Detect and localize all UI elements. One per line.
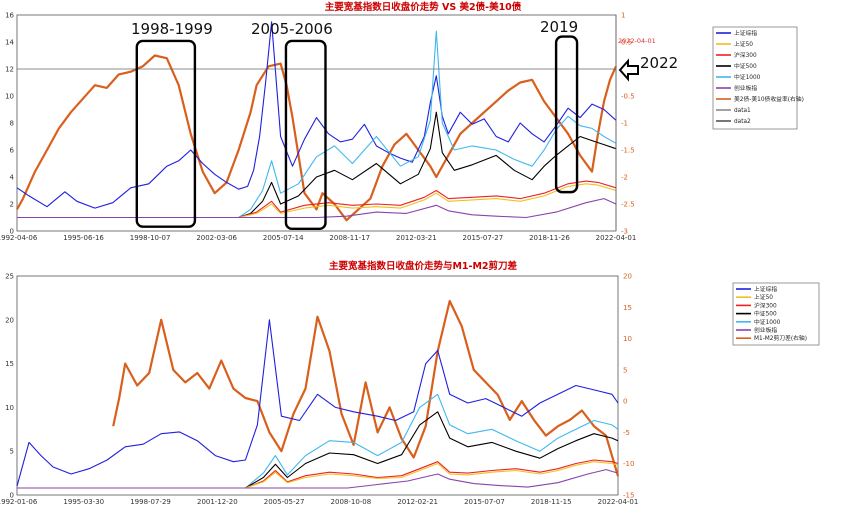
bottom-legend-label: 上证综指 <box>754 285 777 293</box>
top-xtick: 2002-03-06 <box>196 234 237 242</box>
top-xtick: 2012-03-21 <box>396 234 437 242</box>
annotation-box <box>554 35 579 194</box>
bottom-xtick: 1995-03-30 <box>63 498 104 506</box>
top-ytick-right: 1 <box>621 12 625 20</box>
top-xtick: 2015-07-27 <box>463 234 504 242</box>
top-ytick-right: -2.5 <box>621 201 635 209</box>
bottom-ytick-right: -15 <box>623 492 634 500</box>
top-ytick-right: -1.5 <box>621 147 635 155</box>
top-series-line <box>196 180 617 219</box>
bottom-legend-label: 创业板指 <box>754 326 777 334</box>
bottom-chart-title: 主要宽基指数日收盘价走势与M1-M2剪刀差 <box>329 260 518 272</box>
bottom-legend-label: 沪深300 <box>754 301 777 309</box>
bottom-xtick: 2022-04-01 <box>598 498 639 506</box>
annotation-label: 2019 <box>540 18 578 36</box>
bottom-chart: 主要宽基指数日收盘价走势与M1-M2剪刀差 0 5 10 15 20 25 20 15 10 5 0… <box>0 260 820 506</box>
top-ytick-right: -3 <box>621 228 628 236</box>
top-ytick-right: 0.5 <box>621 39 632 47</box>
top-xtick: 2018-11-26 <box>529 234 570 242</box>
top-xtick: 2022-04-01 <box>596 234 637 242</box>
reference-date-label: 2022-04-01 <box>618 37 656 45</box>
top-ytick-right: -2 <box>621 174 628 182</box>
top-ytick-left: 14 <box>5 39 14 47</box>
top-xtick: 1998-10-07 <box>130 234 171 242</box>
bottom-ytick-right: 0 <box>623 398 627 406</box>
top-series-line <box>16 21 617 209</box>
top-legend-label: 上证综指 <box>734 29 757 37</box>
bottom-series-line <box>215 411 619 489</box>
top-ytick-right: -1 <box>621 120 628 128</box>
top-xtick: 2005-07-14 <box>263 234 304 242</box>
bottom-ytick-left: 15 <box>5 360 14 368</box>
bottom-series-line <box>215 459 619 489</box>
annotation-box <box>135 39 197 228</box>
top-ytick-left: 10 <box>5 93 14 101</box>
top-chart: 主要宽基指数日收盘价走势 VS 美2债-美10债 0 2 4 6 8 10 12 14 16 1 0… <box>0 1 804 242</box>
bottom-legend-label: M1-M2剪刀差(右轴) <box>754 334 807 342</box>
top-plot-frame <box>16 14 617 232</box>
bottom-ytick-right: 5 <box>623 366 627 374</box>
bottom-ytick-left: 20 <box>5 316 14 324</box>
bottom-xtick: 2001-12-20 <box>197 498 238 506</box>
bottom-legend-label: 中证500 <box>754 310 777 318</box>
bottom-xtick: 2008-10-08 <box>331 498 372 506</box>
top-series-line <box>196 183 617 219</box>
top-ytick-left: 12 <box>5 66 14 74</box>
bottom-ytick-left: 5 <box>10 448 14 456</box>
top-legend-label: 上证50 <box>734 40 753 48</box>
bottom-ytick-right: -10 <box>623 460 634 468</box>
top-legend-label: 中证500 <box>734 62 757 70</box>
bottom-ytick-right: 15 <box>623 304 632 312</box>
top-ytick-left: 2 <box>10 201 14 209</box>
bottom-xtick: 1992-01-06 <box>0 498 38 506</box>
top-xtick: 2008-11-17 <box>329 234 370 242</box>
bottom-xtick: 2012-02-21 <box>397 498 438 506</box>
top-legend-label: 美2债-美10债收益率(右轴) <box>734 95 804 103</box>
bottom-legend-label: 中证1000 <box>754 318 781 326</box>
top-xtick: 1995-06-16 <box>63 234 104 242</box>
bottom-xtick: 1998-07-29 <box>130 498 171 506</box>
bottom-ytick-left: 0 <box>10 492 14 500</box>
top-ytick-left: 6 <box>10 147 15 155</box>
top-legend-label: 创业板指 <box>734 84 757 92</box>
bottom-ytick-left: 10 <box>5 404 14 412</box>
bottom-ytick-right: 20 <box>623 273 632 281</box>
bottom-plot-frame <box>16 275 619 496</box>
top-legend-label: 沪深300 <box>734 51 757 59</box>
top-legend-label: data1 <box>734 108 751 114</box>
bottom-ytick-right: 10 <box>623 335 632 343</box>
top-legend-label: data2 <box>734 119 751 125</box>
annotation-label: 2005-2006 <box>251 20 333 38</box>
bottom-series-line <box>16 319 619 487</box>
top-xtick: 1992-04-06 <box>0 234 38 242</box>
top-chart-title: 主要宽基指数日收盘价走势 VS 美2债-美10债 <box>325 1 522 13</box>
bottom-series-line <box>215 393 619 489</box>
bottom-ytick-left: 25 <box>5 273 14 281</box>
top-ytick-right: -0.5 <box>621 93 635 101</box>
bottom-xtick: 2015-07-07 <box>464 498 505 506</box>
annotation-label: 1998-1999 <box>131 20 213 38</box>
top-ytick-left: 0 <box>10 228 14 236</box>
top-ytick-left: 8 <box>10 120 14 128</box>
annotation-label: 2022 <box>640 54 678 72</box>
top-ytick-left: 4 <box>10 174 15 182</box>
top-legend-label: 中证1000 <box>734 73 761 81</box>
annotation-box <box>284 39 327 231</box>
bottom-series-line <box>17 469 619 489</box>
top-series-line <box>196 30 617 219</box>
top-ytick-left: 16 <box>5 12 14 20</box>
bottom-xtick: 2005-05-27 <box>264 498 305 506</box>
arrow-2022-icon <box>618 58 639 82</box>
bottom-ytick-right: -5 <box>623 429 630 437</box>
top-series-line <box>16 54 618 222</box>
top-series-line <box>196 111 617 219</box>
bottom-xtick: 2018-11-15 <box>531 498 572 506</box>
bottom-series-line <box>112 299 620 477</box>
bottom-legend-label: 上证50 <box>754 293 773 301</box>
bottom-series-line <box>215 461 619 489</box>
top-series-line <box>17 198 617 219</box>
